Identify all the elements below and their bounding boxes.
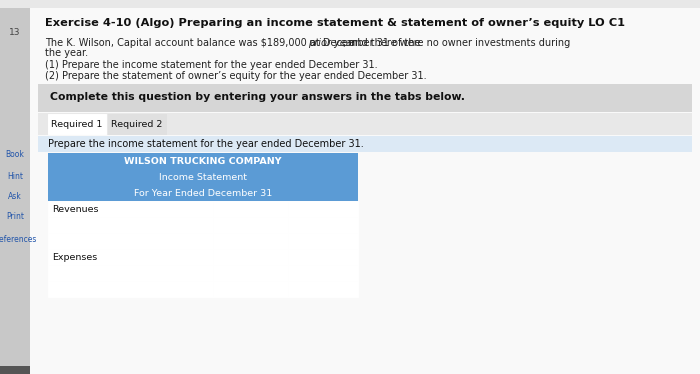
Bar [38, 136, 692, 152]
Text: (1) Prepare the income statement for the year ended December 31.: (1) Prepare the income statement for the… [45, 60, 377, 70]
Text: (2) Prepare the statement of owner’s equity for the year ended December 31.: (2) Prepare the statement of owner’s equ… [45, 71, 426, 81]
Bar [48, 153, 358, 169]
Bar [38, 84, 692, 112]
Bar [288, 281, 358, 297]
Text: 13: 13 [9, 28, 21, 37]
Bar [48, 217, 213, 233]
Text: Book: Book [6, 150, 25, 159]
Bar [38, 113, 692, 135]
Bar [288, 217, 358, 233]
Bar [48, 281, 213, 297]
Bar [288, 265, 358, 281]
Bar [48, 249, 213, 265]
Bar [213, 233, 288, 249]
Text: The K. Wilson, Capital account balance was $189,000 at December 31 of the: The K. Wilson, Capital account balance w… [45, 38, 423, 48]
Text: Revenues: Revenues [52, 205, 99, 214]
Bar [48, 265, 213, 281]
Bar [48, 114, 106, 134]
Bar [213, 265, 288, 281]
Text: Required 1: Required 1 [51, 120, 103, 129]
Text: Hint: Hint [7, 172, 23, 181]
Text: Required 2: Required 2 [111, 120, 162, 129]
Bar [0, 366, 30, 374]
Text: , and there were no owner investments during: , and there were no owner investments du… [343, 38, 570, 48]
Text: For Year Ended December 31: For Year Ended December 31 [134, 188, 272, 197]
Bar [213, 281, 288, 297]
Bar [288, 201, 358, 217]
Text: Ask: Ask [8, 192, 22, 201]
Bar [0, 0, 30, 374]
Bar [0, 0, 700, 8]
Bar [213, 201, 288, 217]
Bar [213, 217, 288, 233]
Text: the year.: the year. [45, 48, 88, 58]
Text: Income Statement: Income Statement [159, 172, 247, 181]
Text: Prepare the income statement for the year ended December 31.: Prepare the income statement for the yea… [48, 139, 364, 149]
Text: prior year: prior year [308, 38, 356, 48]
Text: References: References [0, 235, 36, 244]
Text: Expenses: Expenses [52, 252, 97, 261]
Text: Complete this question by entering your answers in the tabs below.: Complete this question by entering your … [50, 92, 465, 102]
Bar [48, 233, 213, 249]
Bar [288, 233, 358, 249]
Bar [288, 249, 358, 265]
Bar [108, 114, 166, 134]
Bar [48, 169, 358, 185]
Text: Exercise 4-10 (Algo) Preparing an income statement & statement of owner’s equity: Exercise 4-10 (Algo) Preparing an income… [45, 18, 625, 28]
Text: Print: Print [6, 212, 24, 221]
Bar [48, 185, 358, 201]
Bar [48, 201, 213, 217]
Bar [213, 249, 288, 265]
Text: WILSON TRUCKING COMPANY: WILSON TRUCKING COMPANY [125, 156, 281, 166]
